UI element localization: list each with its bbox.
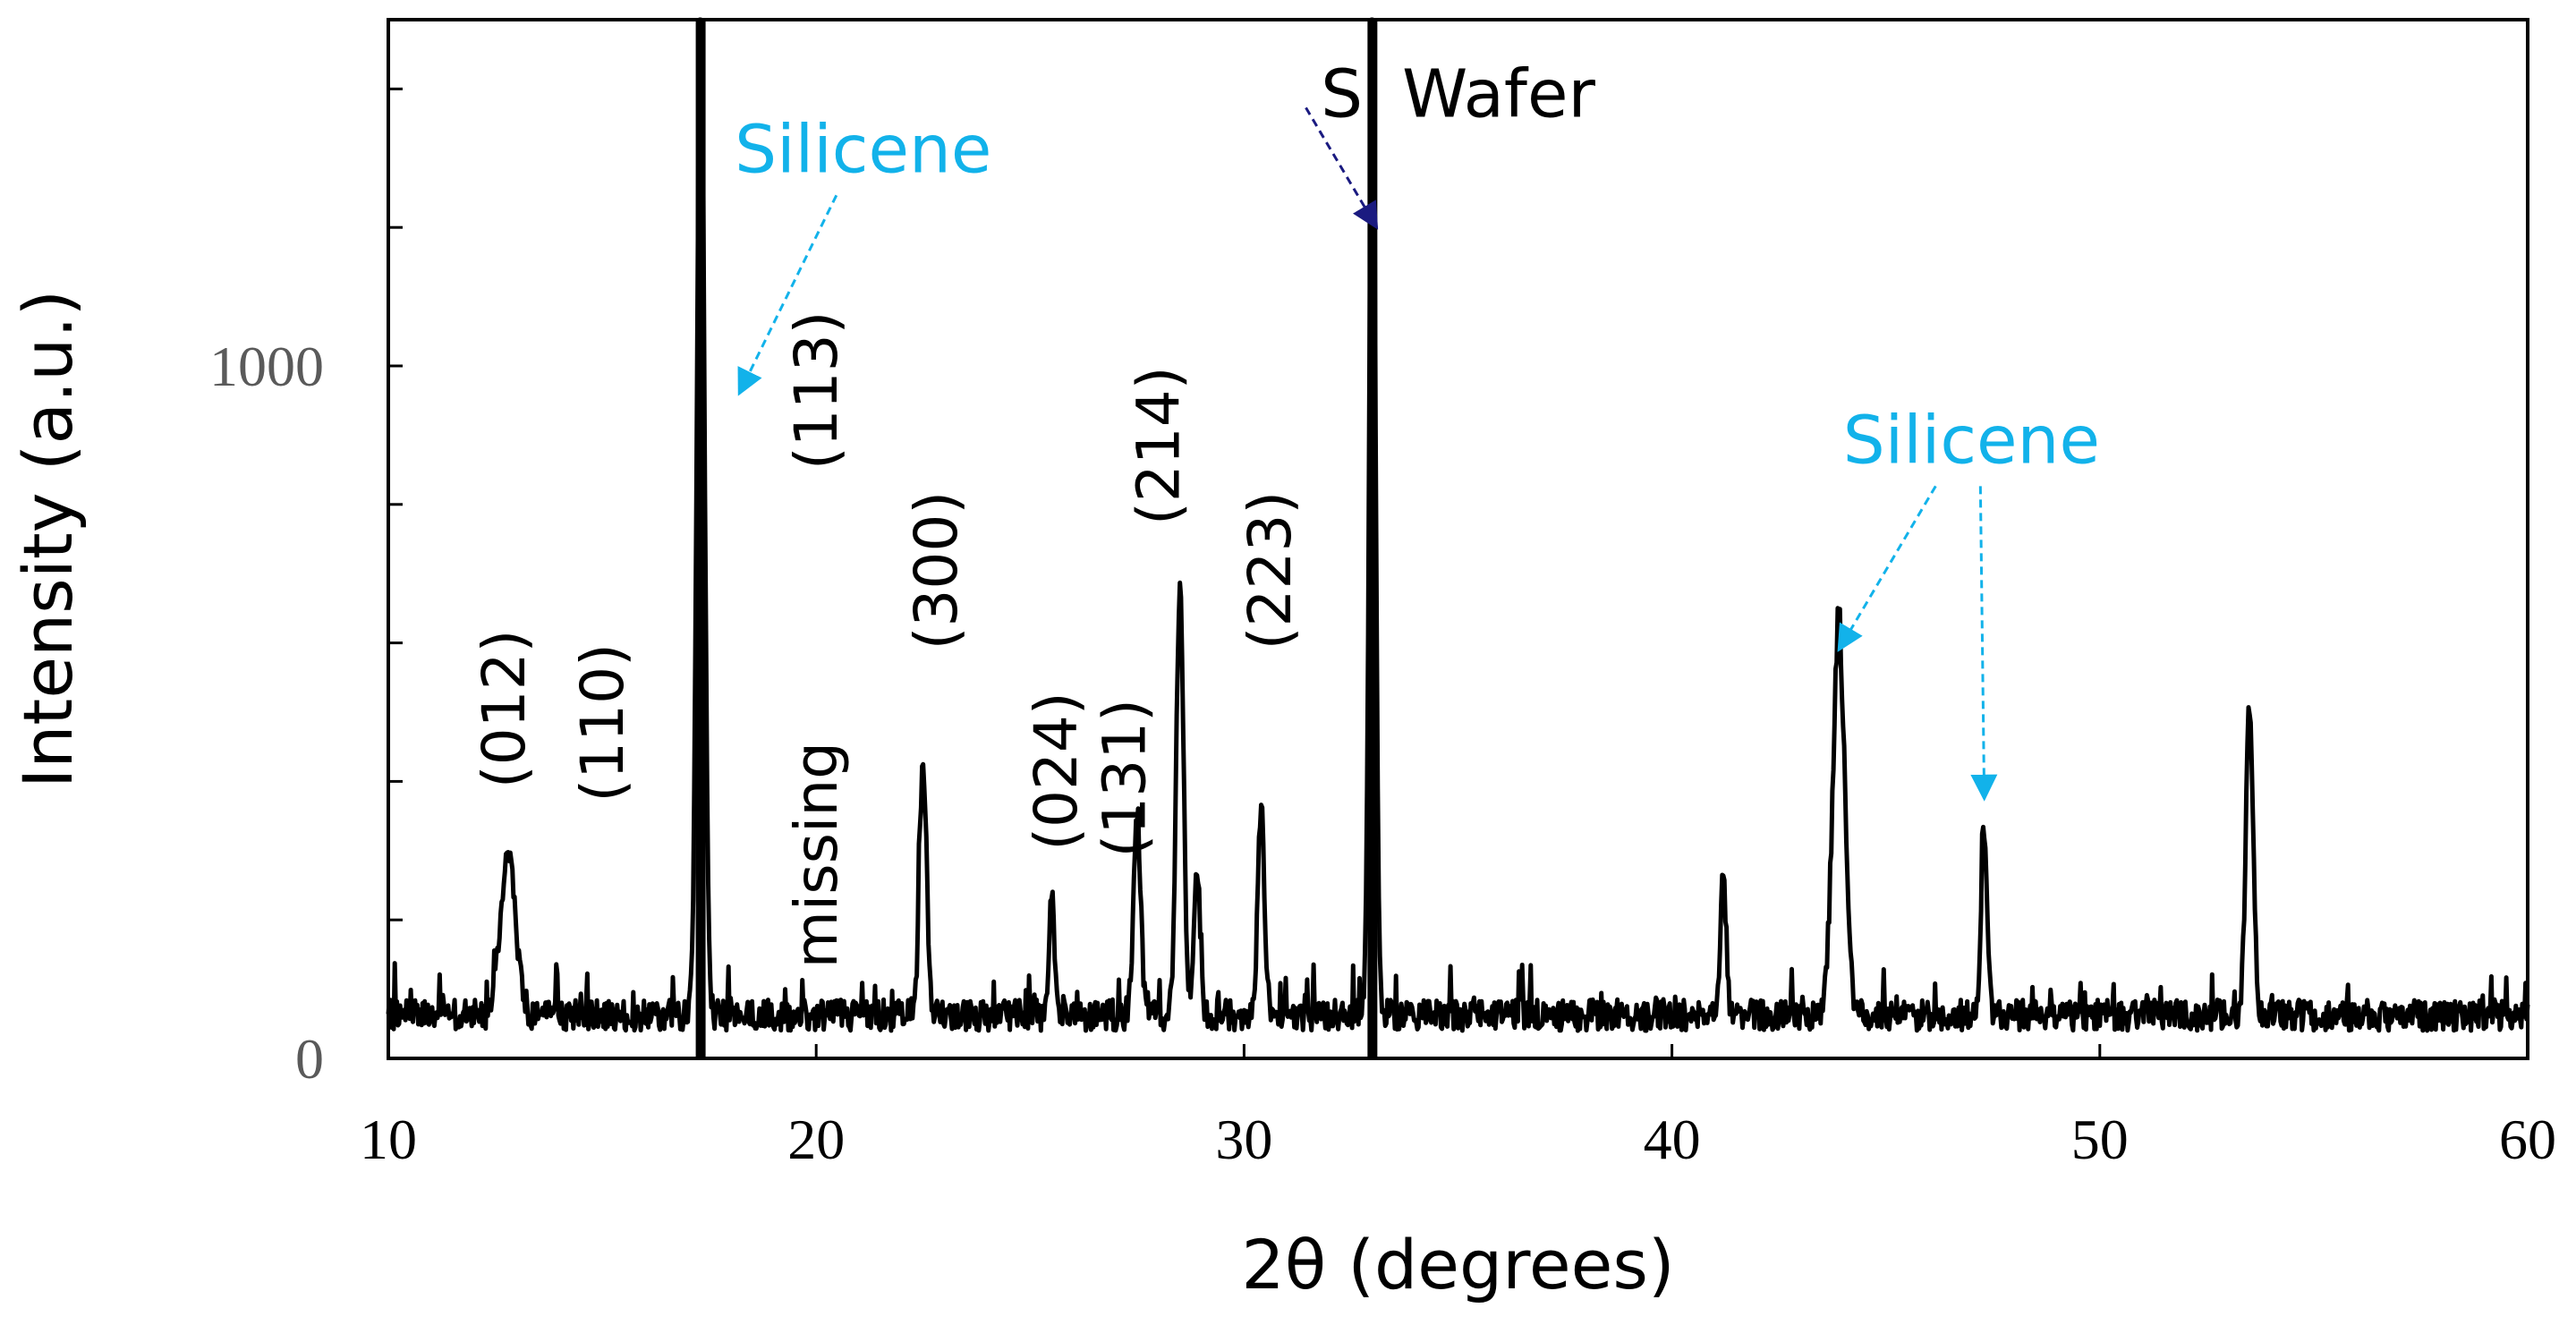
peak-label-6: (131): [1090, 699, 1159, 857]
axes-layer: [387, 18, 2529, 1060]
y-tick-label-1000: 1000: [209, 335, 324, 398]
plot-frame: [387, 18, 2529, 1060]
xrd-trace: [386, 17, 2530, 1033]
peak-label-2: missing: [782, 742, 851, 968]
annotation-label-0: Silicene: [735, 111, 991, 188]
peak-label-5: (024): [1022, 692, 1091, 850]
x-tick-label-10: 10: [360, 1108, 417, 1171]
trace-layer: [386, 17, 2530, 1058]
peak-labels-layer: (012) (110) missing (113) (300) (024) (131) (21…: [470, 311, 1305, 969]
peak-label-1: (110): [568, 643, 637, 802]
x-tick-label-20: 20: [787, 1108, 845, 1171]
x-tick-label-30: 30: [1215, 1108, 1272, 1171]
peak-label-0: (012): [470, 630, 539, 788]
x-tick-label-40: 40: [1644, 1108, 1701, 1171]
annotation-arrow-1-0: [1305, 106, 1379, 230]
y-tick-label-0: 0: [295, 1027, 324, 1091]
peak-label-3: (113): [782, 311, 851, 470]
peak-label-8: (223): [1236, 491, 1305, 650]
x-tick-label-60: 60: [2499, 1108, 2556, 1171]
x-axis-title: 2θ (degrees): [1241, 1225, 1674, 1304]
peak-label-7: (214): [1125, 367, 1194, 525]
ticks-layer: 10 20 30 40 50 60 0 1000: [209, 87, 2556, 1171]
annotation-arrow-2-0: [1837, 485, 1937, 652]
annotation-arrow-0-0: [737, 194, 838, 396]
annotation-label-2: Silicene: [1843, 402, 2100, 479]
annotation-label-1: Si Wafer: [1321, 55, 1595, 132]
annotation-arrow-2-1: [1970, 486, 1998, 802]
peak-label-4: (300): [902, 491, 971, 650]
x-tick-label-50: 50: [2071, 1108, 2129, 1171]
annotations-layer: Silicene Si Wafer Silicene: [735, 55, 2100, 802]
y-axis-title: Intensity (a.u.): [8, 290, 88, 788]
